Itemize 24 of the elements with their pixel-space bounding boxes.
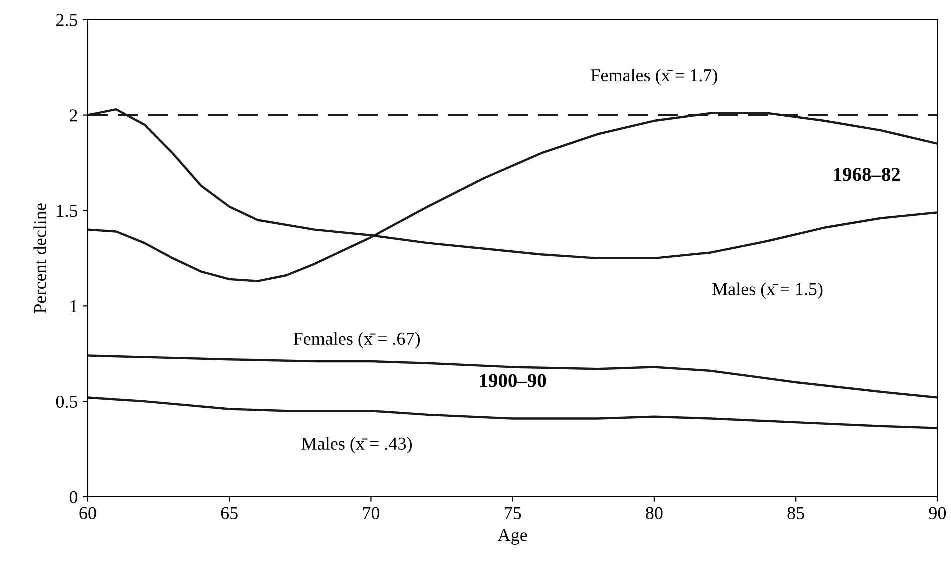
series-label: Males (x̄ = .43) xyxy=(302,437,412,454)
series-label: Females (x̄ = .67) xyxy=(294,332,420,349)
x-axis-title: Age xyxy=(498,529,528,546)
annotation: 1968–82 xyxy=(834,168,900,182)
y-tick-label: 1 xyxy=(70,300,78,312)
x-tick-label: 65 xyxy=(221,507,238,520)
series-label: Females (x̄ = 1.7) xyxy=(591,68,718,86)
y-tick-label: 0.5 xyxy=(56,396,78,408)
x-tick-label: 70 xyxy=(363,507,380,520)
series-label: Males (x̄ = 1.5) xyxy=(712,282,823,300)
x-tick-label: 75 xyxy=(504,507,522,520)
x-tick-label: 80 xyxy=(646,507,663,520)
x-tick-label: 85 xyxy=(788,507,804,520)
x-tick-label: 60 xyxy=(80,507,96,520)
y-tick-label: 0 xyxy=(70,491,78,504)
line-series xyxy=(88,396,938,430)
x-tick-label: 90 xyxy=(929,507,946,520)
y-tick-label: 1.5 xyxy=(57,205,78,218)
line-series xyxy=(88,112,938,282)
line-series xyxy=(88,354,938,399)
annotation: 1900–90 xyxy=(480,374,546,388)
y-axis-title: Percent decline xyxy=(34,204,46,314)
y-tick-label: 2 xyxy=(70,110,78,122)
y-tick-label: 2.5 xyxy=(56,14,78,26)
